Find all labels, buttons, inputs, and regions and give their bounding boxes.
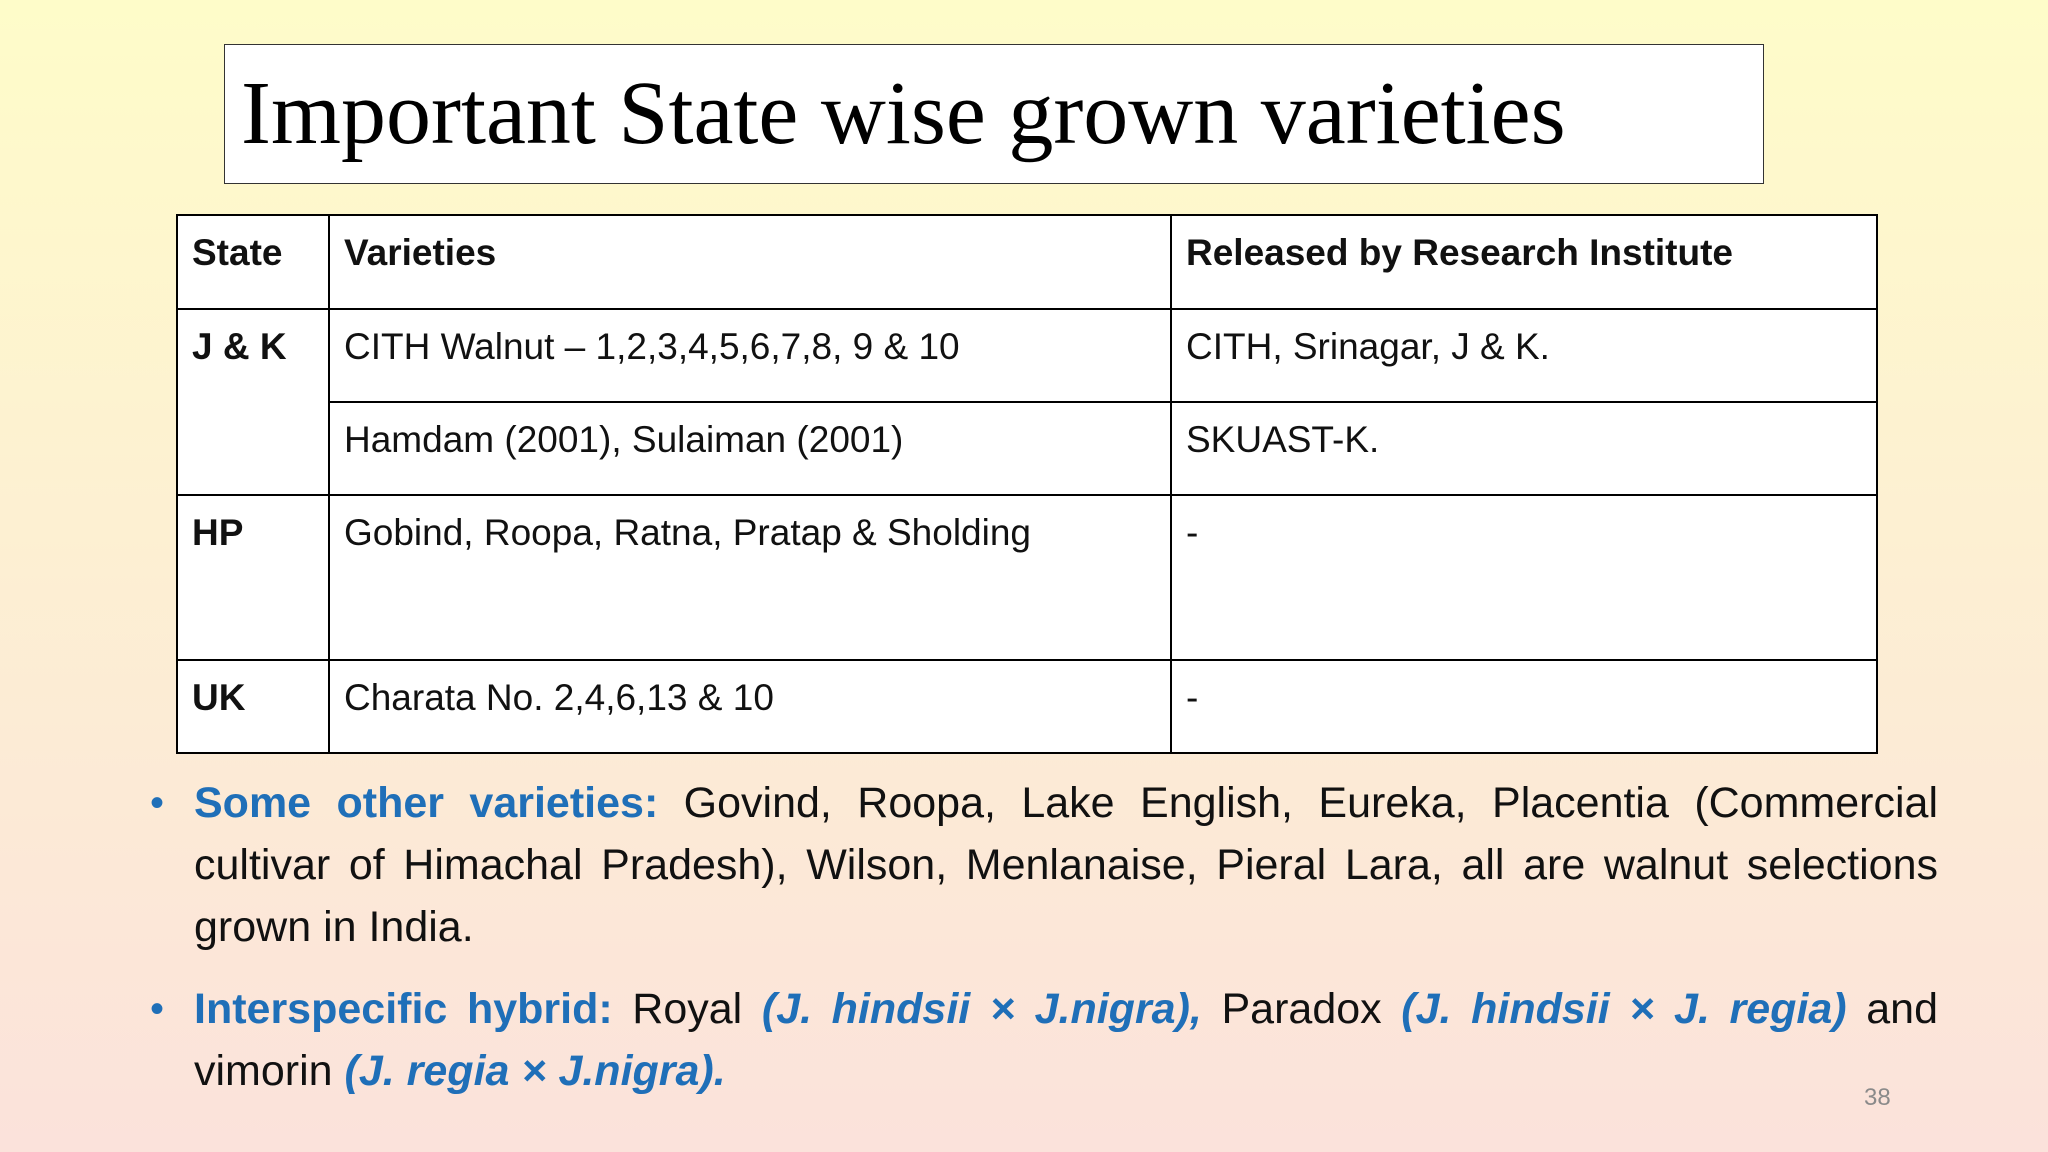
bullet-lead: Some other varieties: [194, 779, 659, 827]
header-institute: Released by Research Institute [1170, 214, 1878, 310]
table-row: J & K CITH Walnut – 1,2,3,4,5,6,7,8, 9 &… [176, 308, 1878, 496]
table-header-row: State Varieties Released by Research Ins… [176, 214, 1878, 310]
page-number: 38 [1864, 1084, 1891, 1111]
bullet-text: Royal [612, 985, 762, 1033]
scientific-name: (J. hindsii × J. regia) [1401, 985, 1847, 1033]
institute-cell: - [1170, 494, 1878, 661]
institute-cell: CITH, Srinagar, J & K. [1170, 308, 1878, 403]
bullet-list: • Some other varieties: Govind, Roopa, L… [150, 772, 1938, 1122]
title-box: Important State wise grown varieties [224, 44, 1764, 184]
header-state: State [176, 214, 330, 310]
state-cell: UK [176, 659, 330, 754]
bullet-text: Paradox [1201, 985, 1402, 1033]
institute-cell: SKUAST-K. [1170, 401, 1878, 496]
varieties-cell: Hamdam (2001), Sulaiman (2001) [328, 401, 1172, 496]
institute-cell: - [1170, 659, 1878, 754]
scientific-name: (J. hindsii × J.nigra), [761, 985, 1202, 1033]
varieties-cell: CITH Walnut – 1,2,3,4,5,6,7,8, 9 & 10 [328, 308, 1172, 403]
bullet-interspecific-hybrid: • Interspecific hybrid: Royal (J. hindsi… [150, 978, 1938, 1102]
bullet-dot-icon: • [150, 987, 165, 1031]
header-varieties: Varieties [328, 214, 1172, 310]
varieties-cell: Charata No. 2,4,6,13 & 10 [328, 659, 1172, 754]
bullet-text: Govind, Roopa, Lake English, Eureka, Pla… [194, 779, 1938, 951]
slide-title: Important State wise grown varieties [241, 64, 1566, 163]
table-row: HP Gobind, Roopa, Ratna, Pratap & Sholdi… [176, 494, 1878, 661]
bullet-other-varieties: • Some other varieties: Govind, Roopa, L… [150, 772, 1938, 958]
bullet-dot-icon: • [150, 781, 165, 825]
scientific-name: (J. regia × J.nigra). [344, 1047, 726, 1095]
bullet-text: and vimorin [194, 985, 1938, 1095]
varieties-table: State Varieties Released by Research Ins… [176, 214, 1878, 754]
table-row: Hamdam (2001), Sulaiman (2001) SKUAST-K. [177, 401, 1878, 496]
varieties-cell: Gobind, Roopa, Ratna, Pratap & Sholding [328, 494, 1172, 661]
bullet-lead: Interspecific hybrid: [194, 985, 613, 1033]
state-cell: HP [176, 494, 330, 661]
state-cell: J & K [176, 308, 330, 496]
table-row: UK Charata No. 2,4,6,13 & 10 - [176, 659, 1878, 754]
